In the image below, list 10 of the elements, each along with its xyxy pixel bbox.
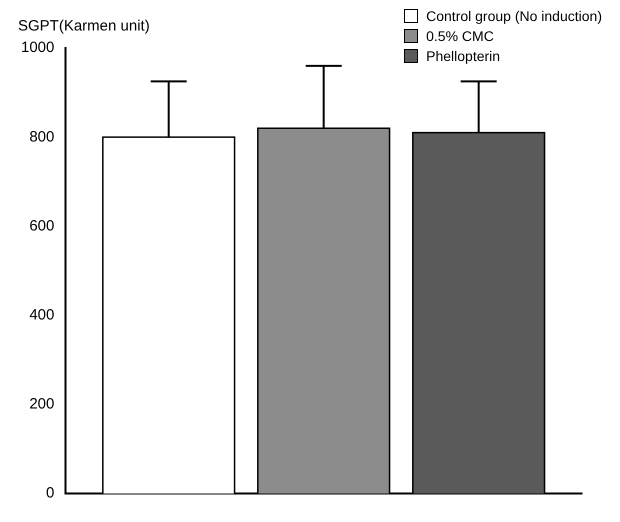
y-tick-label: 0 — [46, 484, 54, 502]
y-tick-label: 1000 — [20, 39, 54, 56]
y-tick-label: 400 — [29, 306, 54, 324]
legend-label: 0.5% CMC — [426, 28, 494, 44]
legend-label: Control group (No induction) — [426, 8, 602, 24]
y-axis-title: SGPT(Karmen unit) — [18, 18, 150, 35]
legend-label: Phellopterin — [426, 48, 500, 64]
y-tick-label: 200 — [29, 396, 54, 413]
y-tick-label: 600 — [29, 217, 54, 234]
y-tick-label: 800 — [29, 128, 54, 146]
